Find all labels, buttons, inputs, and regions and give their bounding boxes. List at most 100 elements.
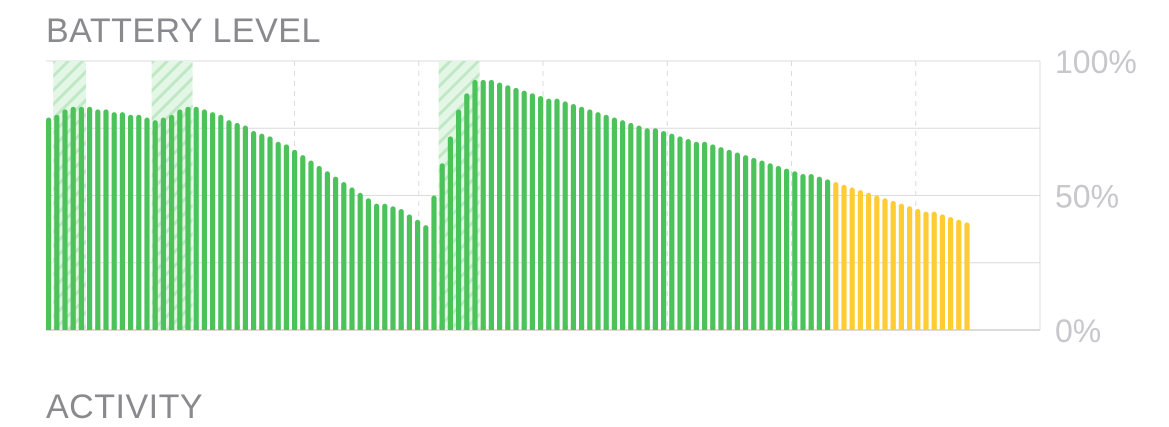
battery-bar bbox=[956, 219, 962, 330]
battery-bar-base bbox=[890, 326, 896, 330]
battery-bar-base bbox=[874, 326, 880, 330]
battery-bar-base bbox=[882, 326, 888, 330]
battery-bar-base bbox=[218, 326, 224, 330]
battery-bar-base bbox=[923, 326, 929, 330]
battery-bar bbox=[201, 109, 207, 330]
battery-bar-base bbox=[308, 326, 314, 330]
battery-bar bbox=[767, 163, 773, 330]
battery-bar-base bbox=[136, 326, 142, 330]
battery-bar bbox=[898, 203, 904, 330]
battery-bar bbox=[226, 120, 232, 331]
battery-bar bbox=[636, 125, 642, 330]
battery-bar bbox=[587, 109, 593, 330]
battery-bar-base bbox=[406, 326, 412, 330]
battery-bar bbox=[292, 149, 298, 330]
battery-bar-base bbox=[46, 326, 52, 330]
battery-bar-base bbox=[111, 326, 117, 330]
battery-bar bbox=[775, 165, 781, 330]
battery-bar-base bbox=[636, 326, 642, 330]
battery-bar-base bbox=[144, 326, 150, 330]
battery-bar bbox=[316, 165, 322, 330]
y-tick-label: 100% bbox=[1055, 44, 1137, 80]
battery-bar bbox=[915, 208, 921, 330]
battery-bar-base bbox=[784, 326, 790, 330]
battery-bar bbox=[374, 203, 380, 330]
battery-bar-base bbox=[505, 326, 511, 330]
battery-bar-base bbox=[800, 326, 806, 330]
battery-bar bbox=[128, 114, 134, 330]
battery-bar-base bbox=[939, 326, 945, 330]
battery-bar bbox=[743, 155, 749, 330]
battery-bar-base bbox=[898, 326, 904, 330]
battery-bar bbox=[554, 98, 560, 330]
battery-bar bbox=[267, 136, 273, 330]
battery-bar bbox=[177, 109, 183, 330]
battery-bar-base bbox=[169, 326, 175, 330]
battery-bar-base bbox=[956, 326, 962, 330]
battery-bar-base bbox=[259, 326, 265, 330]
battery-bar bbox=[923, 211, 929, 330]
battery-bar bbox=[890, 200, 896, 330]
battery-bar-base bbox=[242, 326, 248, 330]
battery-bar-base bbox=[669, 326, 675, 330]
battery-bar-base bbox=[726, 326, 732, 330]
battery-bar-base bbox=[579, 326, 585, 330]
battery-bars bbox=[46, 79, 970, 331]
battery-bar-base bbox=[390, 326, 396, 330]
battery-bar-base bbox=[702, 326, 708, 330]
battery-bar bbox=[841, 184, 847, 330]
battery-bar-base bbox=[226, 326, 232, 330]
battery-bar-base bbox=[521, 326, 527, 330]
battery-bar bbox=[382, 203, 388, 330]
battery-bar bbox=[259, 133, 265, 330]
battery-bar-base bbox=[349, 326, 355, 330]
battery-bar bbox=[341, 182, 347, 330]
battery-bar-base bbox=[767, 326, 773, 330]
battery-bar bbox=[964, 222, 970, 330]
battery-bar-base bbox=[70, 326, 76, 330]
battery-bar-base bbox=[234, 326, 240, 330]
battery-bar-base bbox=[62, 326, 68, 330]
battery-bar bbox=[119, 112, 125, 330]
battery-bar bbox=[685, 139, 691, 330]
battery-bar-base bbox=[628, 326, 634, 330]
battery-bar-base bbox=[775, 326, 781, 330]
battery-bar bbox=[357, 192, 363, 330]
battery-bar-base bbox=[693, 326, 699, 330]
battery-bar-base bbox=[685, 326, 691, 330]
battery-bar-base bbox=[456, 326, 462, 330]
battery-bar-base bbox=[251, 326, 257, 330]
battery-bar-base bbox=[554, 326, 560, 330]
battery-bar-base bbox=[267, 326, 273, 330]
battery-bar-base bbox=[201, 326, 207, 330]
battery-bar-base bbox=[398, 326, 404, 330]
battery-bar bbox=[480, 79, 486, 330]
battery-bar-base bbox=[677, 326, 683, 330]
battery-bar bbox=[562, 101, 568, 330]
battery-bar bbox=[70, 106, 76, 330]
battery-bar bbox=[185, 106, 191, 330]
battery-bar-base bbox=[841, 326, 847, 330]
battery-bar bbox=[160, 117, 166, 331]
battery-bar bbox=[825, 179, 831, 330]
battery-bar-base bbox=[562, 326, 568, 330]
battery-bar bbox=[349, 187, 355, 330]
battery-bar-base bbox=[415, 326, 421, 330]
battery-bar bbox=[611, 117, 617, 331]
battery-bar bbox=[439, 163, 445, 330]
battery-bar bbox=[210, 112, 216, 330]
battery-bar-base bbox=[292, 326, 298, 330]
battery-bar bbox=[95, 109, 101, 330]
battery-bar bbox=[415, 219, 421, 330]
battery-bar-base bbox=[333, 326, 339, 330]
battery-bar bbox=[784, 168, 790, 330]
battery-bar-base bbox=[283, 326, 289, 330]
battery-bar-base bbox=[948, 326, 954, 330]
battery-bar-base bbox=[710, 326, 716, 330]
battery-bar bbox=[103, 109, 109, 330]
battery-bar-base bbox=[87, 326, 93, 330]
battery-bar bbox=[669, 133, 675, 330]
battery-bar bbox=[242, 125, 248, 330]
battery-bar-base bbox=[587, 326, 593, 330]
battery-bar-base bbox=[480, 326, 486, 330]
